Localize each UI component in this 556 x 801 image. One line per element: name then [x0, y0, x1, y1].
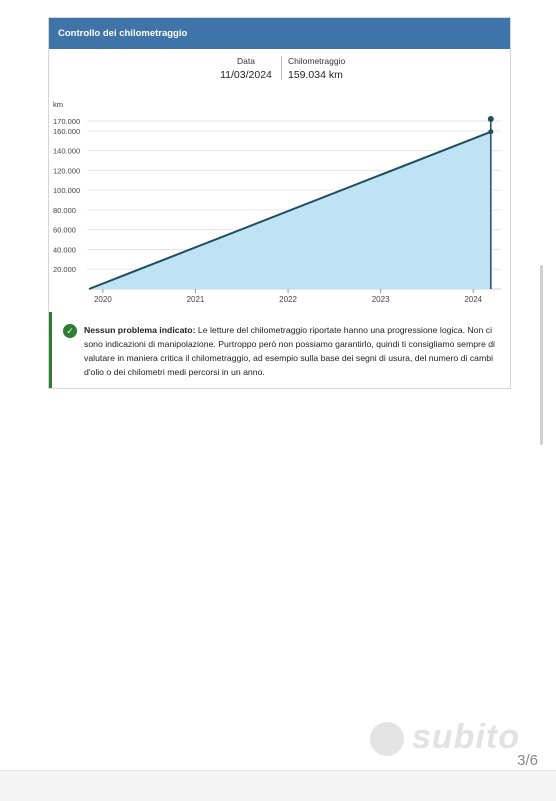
scrollbar[interactable]	[540, 265, 543, 445]
subito-logo-icon	[370, 722, 404, 756]
mileage-line	[88, 130, 492, 290]
date-column: Data 11/03/2024	[219, 56, 273, 81]
y-tick-label: 80.000	[53, 206, 76, 215]
subito-watermark: subito	[370, 718, 530, 760]
alert-title: Nessun problema indicato:	[84, 325, 196, 335]
y-tick-label: 100.000	[53, 186, 80, 195]
x-tick-label: 2022	[279, 295, 297, 304]
data-point	[488, 129, 494, 135]
y-tick-label: 40.000	[53, 245, 76, 254]
mileage-chart: km 20.000 40.000 60.000 80.000 100.000 120.000…	[53, 100, 501, 304]
alert-body: Le letture del chilometraggio riportate …	[84, 325, 495, 377]
date-value: 11/03/2024	[220, 69, 272, 81]
mileage-label: Chilometraggio	[288, 56, 346, 66]
y-tick-label: 160.000	[53, 127, 80, 136]
y-tick-label: 140.000	[53, 147, 80, 156]
reading-summary: Data 11/03/2024 Chilometraggio 159.034 k…	[49, 56, 510, 86]
mileage-column: Chilometraggio 159.034 km	[286, 56, 345, 81]
y-tick-label: 20.000	[53, 265, 76, 274]
mileage-value: 159.034 km	[288, 69, 343, 81]
x-tick-label: 2023	[372, 295, 390, 304]
check-circle-icon: ✓	[63, 324, 77, 338]
watermark-text: subito	[412, 718, 520, 756]
bottom-bar	[0, 770, 556, 801]
mileage-check-card: Controllo dei chilometraggio Data 11/03/…	[48, 17, 511, 389]
status-alert: ✓ Nessun problema indicato: Le letture d…	[49, 312, 510, 388]
y-tick-label: 170.000	[53, 117, 80, 126]
y-axis-label: km	[53, 100, 63, 109]
alert-message: Nessun problema indicato: Le letture del…	[84, 323, 504, 379]
card-title: Controllo dei chilometraggio	[49, 18, 510, 49]
y-tick-label: 120.000	[53, 166, 80, 175]
data-point	[487, 115, 494, 122]
x-tick-label: 2020	[94, 295, 112, 304]
summary-divider	[281, 56, 282, 80]
x-tick-label: 2024	[464, 295, 482, 304]
y-tick-label: 60.000	[53, 226, 76, 235]
image-counter: 3/6	[517, 752, 538, 769]
x-tick-label: 2021	[187, 295, 205, 304]
date-label: Data	[237, 56, 255, 66]
